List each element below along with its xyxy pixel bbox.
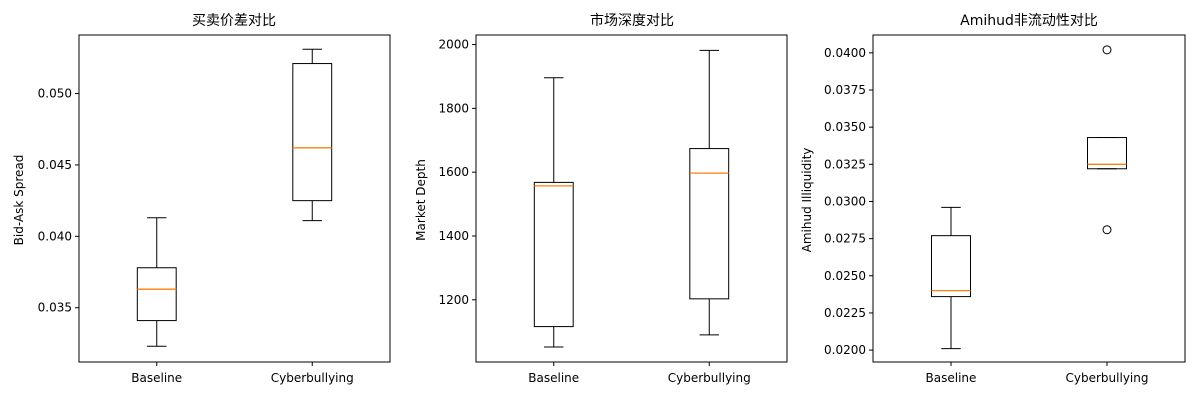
- y-tick-label: 0.0200: [824, 343, 866, 357]
- axes-frame: [78, 34, 391, 363]
- x-tick-label: Baseline: [131, 371, 182, 385]
- box-baseline: [136, 217, 177, 347]
- y-tick-label: 0.0275: [824, 232, 866, 246]
- box-iqr: [689, 148, 730, 300]
- box-iqr: [1087, 137, 1127, 170]
- chart-title: 市场深度对比: [590, 12, 674, 29]
- box-baseline: [533, 77, 574, 348]
- x-axis-ticks: Baseline Cyberbullying: [528, 362, 751, 385]
- box-iqr: [533, 181, 574, 328]
- x-tick-label: Cyberbullying: [1066, 371, 1149, 385]
- box-iqr: [292, 63, 333, 202]
- y-tick-label: 1200: [438, 293, 469, 307]
- box-baseline: [931, 206, 971, 350]
- chart-panel-market-depth: 市场深度对比 Market Depth 1200 1400 1600 1800 2000…: [414, 12, 788, 385]
- y-tick-label: 1400: [438, 229, 469, 243]
- y-axis-label: Bid-Ask Spread: [12, 155, 26, 246]
- x-tick-label: Baseline: [926, 371, 977, 385]
- x-axis-ticks: Baseline Cyberbullying: [926, 362, 1149, 385]
- axes-frame: [475, 34, 788, 363]
- y-tick-label: 0.045: [38, 158, 72, 172]
- y-tick-label: 0.0300: [824, 194, 866, 208]
- outlier-point: [1102, 225, 1112, 235]
- x-tick-label: Cyberbullying: [271, 371, 354, 385]
- y-tick-label: 0.0225: [824, 306, 866, 320]
- x-axis-ticks: Baseline Cyberbullying: [131, 362, 354, 385]
- y-tick-label: 2000: [438, 38, 469, 52]
- y-tick-label: 0.050: [38, 87, 72, 101]
- y-tick-label: 0.0400: [824, 46, 866, 60]
- y-axis-ticks: 0.035 0.040 0.045 0.050: [38, 87, 79, 315]
- y-tick-label: 0.0350: [824, 120, 866, 134]
- outlier-point: [1102, 45, 1112, 55]
- y-axis-label: Market Depth: [414, 159, 428, 241]
- chart-title: Amihud非流动性对比: [960, 13, 1098, 29]
- box-cyberbullying: [1087, 45, 1127, 235]
- y-tick-label: 0.0325: [824, 157, 866, 171]
- y-tick-label: 0.0375: [824, 83, 866, 97]
- plot-area: [533, 49, 730, 348]
- box-iqr: [136, 267, 177, 322]
- x-tick-label: Cyberbullying: [668, 371, 751, 385]
- y-tick-label: 0.040: [38, 229, 72, 243]
- y-tick-label: 1800: [438, 101, 469, 115]
- box-cyberbullying: [689, 49, 730, 336]
- y-tick-label: 0.0250: [824, 269, 866, 283]
- chart-title: 买卖价差对比: [192, 13, 276, 29]
- plot-area: [931, 45, 1127, 350]
- y-axis-ticks: 0.0200 0.0225 0.0250 0.0275 0.0300 0.0325 0.03…: [824, 46, 873, 357]
- axes-frame: [872, 34, 1186, 363]
- box-iqr: [931, 235, 971, 298]
- plot-area: [136, 48, 333, 347]
- x-tick-label: Baseline: [528, 371, 579, 385]
- box-cyberbullying: [292, 48, 333, 222]
- chart-panel-bid-ask-spread: 买卖价差对比 Bid-Ask Spread 0.0350.0400.0450.0…: [12, 13, 391, 385]
- y-tick-label: 1600: [438, 165, 469, 179]
- y-axis-ticks: 1200 1400 1600 1800 2000: [438, 38, 476, 307]
- y-tick-label: 0.035: [38, 301, 72, 315]
- y-axis-label: Amihud Illiquidity: [800, 148, 814, 253]
- chart-panel-amihud-illiquidity: Amihud非流动性对比 Amihud Illiquidity 0.02000.…: [800, 13, 1186, 385]
